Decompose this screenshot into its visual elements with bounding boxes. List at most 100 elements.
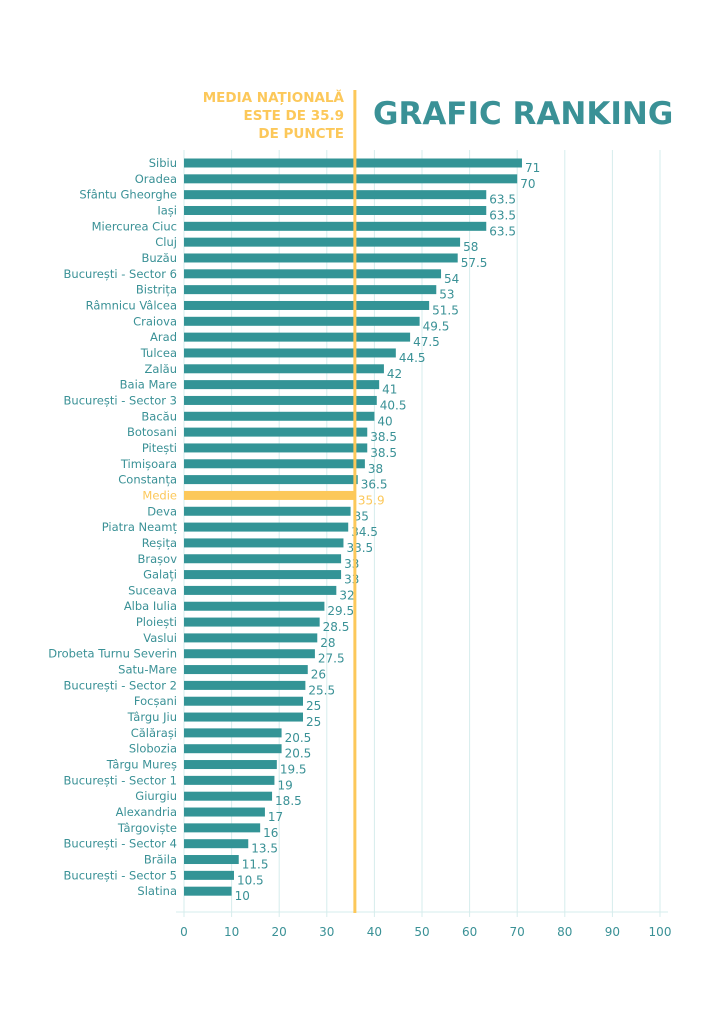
value-label: 57.5: [461, 256, 488, 270]
value-label: 33: [344, 573, 359, 587]
category-label: Baia Mare: [120, 378, 177, 392]
bar: [184, 680, 306, 690]
bar: [184, 411, 375, 421]
bar: [184, 775, 275, 785]
bar: [184, 190, 487, 200]
category-label: Vaslui: [143, 631, 177, 645]
bar-highlight: [184, 490, 355, 500]
category-label: Alba Iulia: [124, 599, 177, 613]
category-label: Satu-Mare: [118, 663, 177, 677]
bar: [184, 395, 377, 405]
value-label: 63.5: [489, 208, 516, 222]
bar: [184, 791, 273, 801]
bar: [184, 205, 487, 215]
bar: [184, 522, 349, 532]
value-label: 35: [354, 509, 369, 523]
x-tick-label: 40: [367, 925, 382, 939]
value-label: 70: [520, 177, 535, 191]
bar: [184, 570, 342, 580]
chart-title: GRAFIC RANKING: [373, 96, 673, 132]
x-tick-label: 100: [649, 925, 672, 939]
category-label: Bistrița: [136, 283, 177, 297]
category-label: Cluj: [155, 235, 177, 249]
x-axis: 0 10 20 30 40 50 60 70 80 90 100: [176, 911, 672, 939]
category-label: Constanța: [118, 473, 177, 487]
bar: [184, 617, 320, 627]
value-label: 41: [382, 383, 397, 397]
value-label: 20.5: [285, 747, 312, 761]
x-tick-label: 70: [510, 925, 525, 939]
category-label: Râmnicu Vâlcea: [86, 298, 177, 312]
value-label: 17: [268, 810, 283, 824]
value-label: 16: [263, 826, 278, 840]
bar: [184, 332, 411, 342]
bar: [184, 348, 396, 358]
bar: [184, 158, 522, 168]
value-label: 19: [277, 778, 292, 792]
value-label: 33.5: [346, 541, 373, 555]
bar: [184, 886, 232, 896]
value-label: 40: [377, 414, 392, 428]
bar: [184, 443, 368, 453]
category-label: Miercurea Ciuc: [92, 219, 177, 233]
category-label: Deva: [147, 504, 177, 518]
bar: [184, 665, 308, 675]
category-label: Brăila: [144, 853, 177, 867]
category-label: București - Sector 5: [64, 868, 177, 882]
category-label: Drobeta Turnu Severin: [48, 647, 177, 661]
value-label: 38.5: [370, 446, 397, 460]
bar: [184, 696, 303, 706]
category-label: Bacău: [141, 409, 177, 423]
category-label: Medie: [142, 488, 177, 502]
bar: [184, 601, 325, 611]
category-label: Piatra Neamț: [102, 520, 178, 534]
bar: [184, 253, 458, 263]
bar: [184, 174, 518, 184]
value-label: 42: [387, 367, 402, 381]
category-label: Sfântu Gheorghe: [79, 188, 177, 202]
category-label: Botosani: [127, 425, 177, 439]
value-label: 54: [444, 272, 459, 286]
bar: [184, 554, 342, 564]
value-label: 27.5: [318, 652, 345, 666]
value-label: 10: [235, 889, 250, 903]
x-tick-label: 10: [224, 925, 239, 939]
category-label: București - Sector 4: [64, 837, 177, 851]
bar: [184, 712, 303, 722]
reference-note-line-3: DE PUNCTE: [258, 126, 344, 142]
bar: [184, 364, 384, 374]
bar: [184, 506, 351, 516]
value-label: 25: [306, 715, 321, 729]
value-label: 29.5: [327, 604, 354, 618]
bar: [184, 285, 437, 295]
value-label: 33: [344, 557, 359, 571]
bar: [184, 585, 337, 595]
category-label: Giurgiu: [135, 789, 177, 803]
bar: [184, 744, 282, 754]
bar: [184, 538, 344, 548]
bar: [184, 316, 420, 326]
value-label: 51.5: [432, 303, 459, 317]
value-label: 38: [368, 462, 383, 476]
x-tick-label: 90: [605, 925, 620, 939]
x-tick-label: 80: [557, 925, 572, 939]
value-label: 25.5: [308, 683, 335, 697]
reference-note: MEDIA NAȚIONALĂ ESTE DE 35.9 DE PUNCTE: [203, 88, 345, 142]
bar: [184, 807, 265, 817]
value-label: 44.5: [399, 351, 426, 365]
value-labels: 717063.563.563.55857.5545351.549.547.544…: [235, 161, 541, 903]
category-label: Brașov: [138, 552, 178, 566]
category-label: Târgoviște: [117, 821, 177, 835]
category-label: București - Sector 6: [64, 267, 177, 281]
bars: [184, 158, 522, 896]
value-label: 53: [439, 288, 454, 302]
bar: [184, 728, 282, 738]
category-label: Craiova: [133, 314, 177, 328]
value-label: 71: [525, 161, 540, 175]
category-label: Arad: [150, 330, 177, 344]
value-label: 36.5: [361, 478, 388, 492]
x-tick-label: 60: [462, 925, 477, 939]
bar: [184, 459, 365, 469]
category-label: Slatina: [137, 884, 177, 898]
